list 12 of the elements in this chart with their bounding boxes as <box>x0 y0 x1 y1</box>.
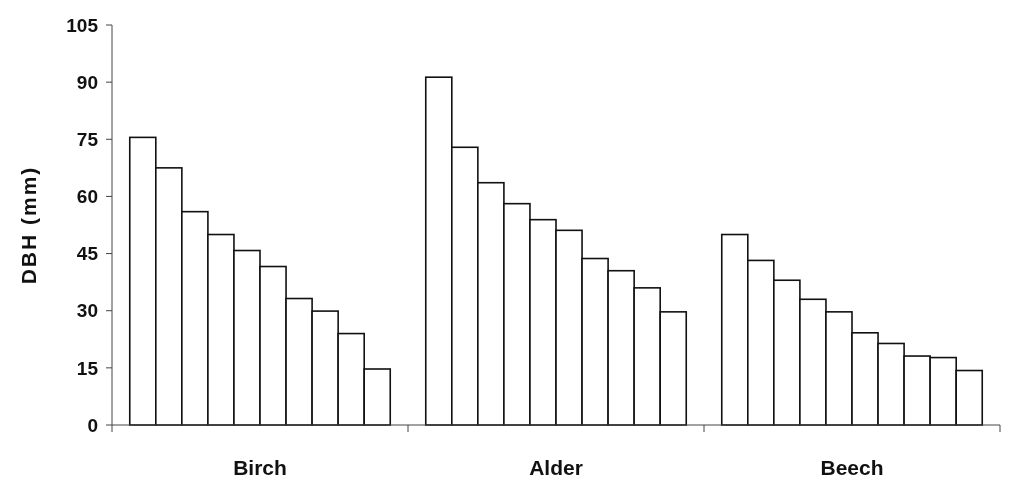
y-tick-label: 15 <box>76 357 99 379</box>
y-axis-title: DBH (mm) <box>17 165 40 285</box>
x-tick-label: Alder <box>529 456 583 479</box>
y-tick-label: 30 <box>76 300 98 322</box>
y-tick-label: 75 <box>76 128 99 150</box>
x-tick-label: Birch <box>233 456 287 479</box>
y-tick-label: 105 <box>66 14 99 36</box>
y-tick-label: 60 <box>76 186 98 208</box>
y-tick-label: 90 <box>76 71 98 93</box>
x-tick-label: Beech <box>820 456 884 479</box>
y-tick-label: 0 <box>87 414 98 436</box>
y-tick-label: 45 <box>76 243 99 265</box>
